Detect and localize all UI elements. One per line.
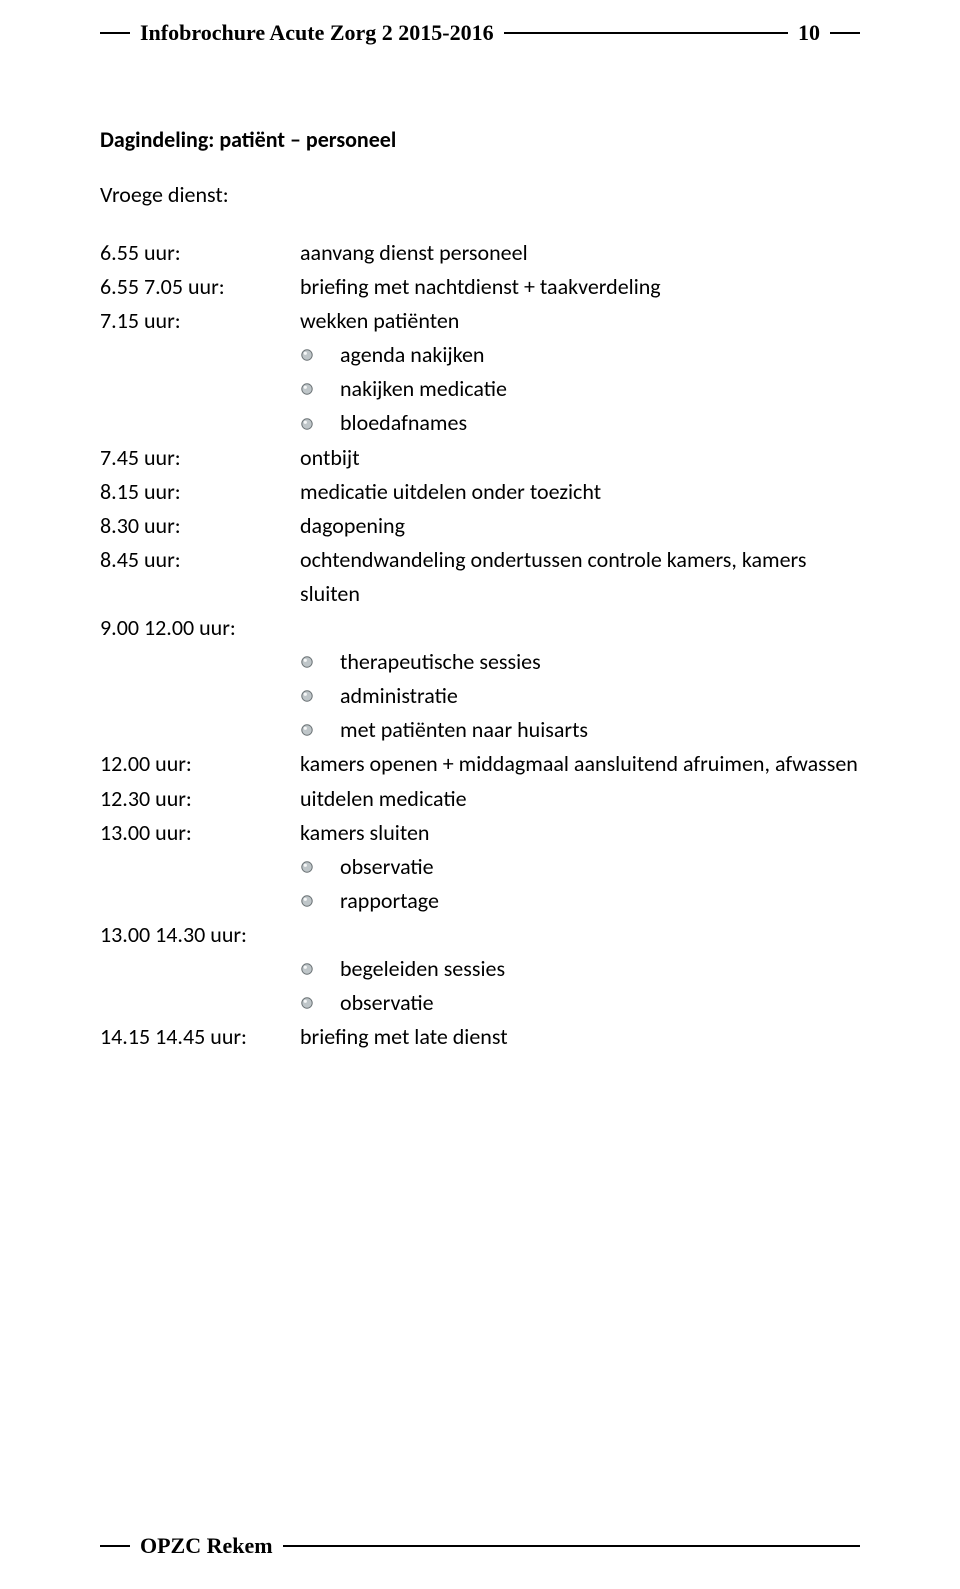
bullet-icon [300,894,340,908]
schedule-row: 14.15 14.45 uur:briefing met late dienst [100,1020,860,1054]
schedule-desc: briefing met nachtdienst + taakverdeling [300,270,860,304]
schedule-desc: uitdelen medicatie [300,782,860,816]
schedule-time: 8.30 uur: [100,509,300,543]
schedule-bullet-text: administratie [340,679,860,713]
schedule-bullet: observatie [100,850,860,884]
schedule-row: 13.00 uur:kamers sluiten [100,816,860,850]
header: Infobrochure Acute Zorg 2 2015-2016 10 [100,20,860,46]
section-subhead: Vroege dienst: [100,181,860,208]
schedule-row: 6.55 uur:aanvang dienst personeel [100,236,860,270]
schedule-bullet-text: begeleiden sessies [340,952,860,986]
schedule-row: 9.00 12.00 uur: [100,611,860,645]
schedule-bullet-text: met patiënten naar huisarts [340,713,860,747]
schedule-bullet: therapeutische sessies [100,645,860,679]
schedule-bullet-text: nakijken medicatie [340,372,860,406]
schedule-desc: ochtendwandeling ondertussen controle ka… [300,543,860,611]
schedule-desc: wekken patiënten [300,304,860,338]
schedule-time: 14.15 14.45 uur: [100,1020,300,1054]
schedule-bullet-text: therapeutische sessies [340,645,860,679]
schedule-bullet: agenda nakijken [100,338,860,372]
schedule-row: 7.15 uur:wekken patiënten [100,304,860,338]
schedule-desc: dagopening [300,509,860,543]
schedule-row: 6.55 7.05 uur:briefing met nachtdienst +… [100,270,860,304]
schedule-list: 6.55 uur:aanvang dienst personeel6.55 7.… [100,236,860,1054]
schedule-bullet-text: rapportage [340,884,860,918]
schedule-time: 12.30 uur: [100,782,300,816]
schedule-bullet: administratie [100,679,860,713]
header-rule-left [100,32,130,34]
schedule-desc: kamers sluiten [300,816,860,850]
bullet-icon [300,382,340,396]
schedule-time: 6.55 7.05 uur: [100,270,300,304]
schedule-row: 7.45 uur:ontbijt [100,441,860,475]
schedule-bullet: met patiënten naar huisarts [100,713,860,747]
schedule-time: 9.00 12.00 uur: [100,611,300,645]
schedule-row: 8.15 uur:medicatie uitdelen onder toezic… [100,475,860,509]
schedule-time: 13.00 14.30 uur: [100,918,300,952]
schedule-time: 12.00 uur: [100,747,300,781]
bullet-icon [300,417,340,431]
header-rule-mid [504,32,788,34]
schedule-time: 6.55 uur: [100,236,300,270]
schedule-time: 13.00 uur: [100,816,300,850]
schedule-bullet-text: agenda nakijken [340,338,860,372]
schedule-bullet-text: bloedafnames [340,406,860,440]
page: Infobrochure Acute Zorg 2 2015-2016 10 D… [0,0,960,1589]
header-page-number: 10 [798,20,820,46]
header-rule-right [830,32,860,34]
bullet-icon [300,860,340,874]
footer-rule-right [283,1545,860,1547]
schedule-bullet: rapportage [100,884,860,918]
schedule-time: 7.15 uur: [100,304,300,338]
schedule-desc: ontbijt [300,441,860,475]
schedule-row: 12.00 uur:kamers openen + middagmaal aan… [100,747,860,781]
schedule-desc: briefing met late dienst [300,1020,860,1054]
schedule-bullet: observatie [100,986,860,1020]
header-title: Infobrochure Acute Zorg 2 2015-2016 [140,20,494,46]
schedule-desc: aanvang dienst personeel [300,236,860,270]
schedule-time: 8.45 uur: [100,543,300,577]
footer: OPZC Rekem [100,1533,860,1559]
schedule-desc: kamers openen + middagmaal aansluitend a… [300,747,860,781]
schedule-bullet-text: observatie [340,986,860,1020]
bullet-icon [300,723,340,737]
content: Dagindeling: patiënt – personeel Vroege … [100,126,860,1054]
bullet-icon [300,962,340,976]
schedule-bullet: begeleiden sessies [100,952,860,986]
footer-rule-left [100,1545,130,1547]
bullet-icon [300,996,340,1010]
bullet-icon [300,689,340,703]
schedule-row: 13.00 14.30 uur: [100,918,860,952]
bullet-icon [300,348,340,362]
schedule-time: 8.15 uur: [100,475,300,509]
schedule-row: 8.30 uur:dagopening [100,509,860,543]
document-title: Dagindeling: patiënt – personeel [100,126,860,153]
schedule-bullet: nakijken medicatie [100,372,860,406]
schedule-time: 7.45 uur: [100,441,300,475]
schedule-desc: medicatie uitdelen onder toezicht [300,475,860,509]
schedule-bullet-text: observatie [340,850,860,884]
schedule-row: 12.30 uur:uitdelen medicatie [100,782,860,816]
bullet-icon [300,655,340,669]
schedule-row: 8.45 uur:ochtendwandeling ondertussen co… [100,543,860,611]
footer-org: OPZC Rekem [140,1533,273,1559]
schedule-bullet: bloedafnames [100,406,860,440]
